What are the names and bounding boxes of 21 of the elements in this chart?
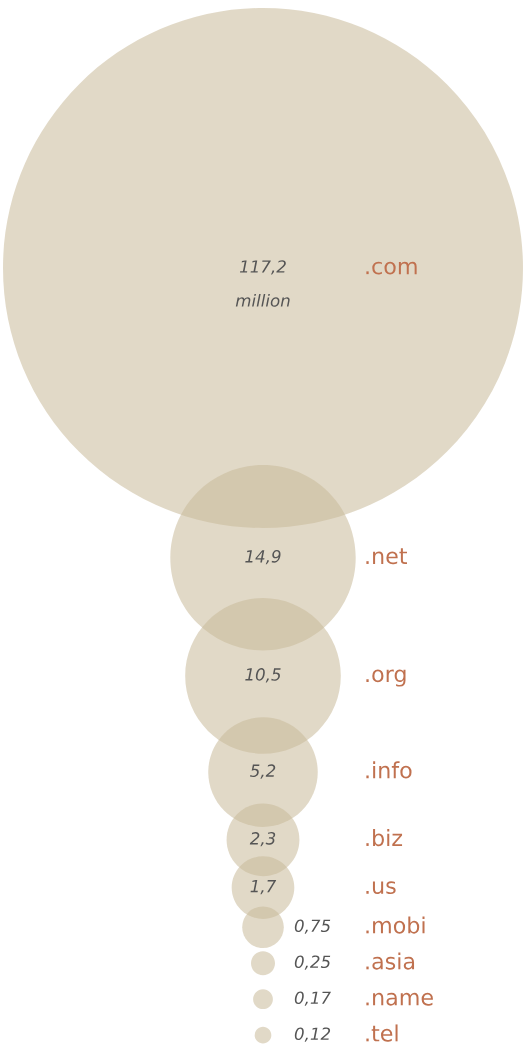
data-label: 0,17 — [294, 991, 331, 1006]
category-label: .mobi — [366, 916, 425, 934]
data-label: 0,75 — [294, 919, 331, 934]
data-label: 0,25 — [294, 955, 331, 970]
category-label: .com — [366, 261, 417, 275]
category-label: .biz — [366, 829, 403, 847]
category-label: .asia — [366, 952, 415, 970]
data-label: 10,5 — [245, 668, 281, 683]
category-label: .info — [366, 761, 412, 779]
category-label: .org — [366, 669, 406, 687]
data-label: 117,2 — [239, 260, 286, 275]
data-label: 2,3 — [249, 832, 276, 847]
category-label: .us — [366, 881, 396, 895]
data-label: 1,7 — [250, 880, 277, 895]
category-label: .net — [366, 548, 407, 565]
data-label: 5,2 — [250, 764, 276, 779]
data-label: 0,12 — [294, 1027, 331, 1042]
category-label: .name — [366, 992, 433, 1006]
data-label: 14,9 — [245, 550, 281, 565]
text: million — [235, 293, 290, 307]
category-label: .tel — [366, 1024, 398, 1042]
